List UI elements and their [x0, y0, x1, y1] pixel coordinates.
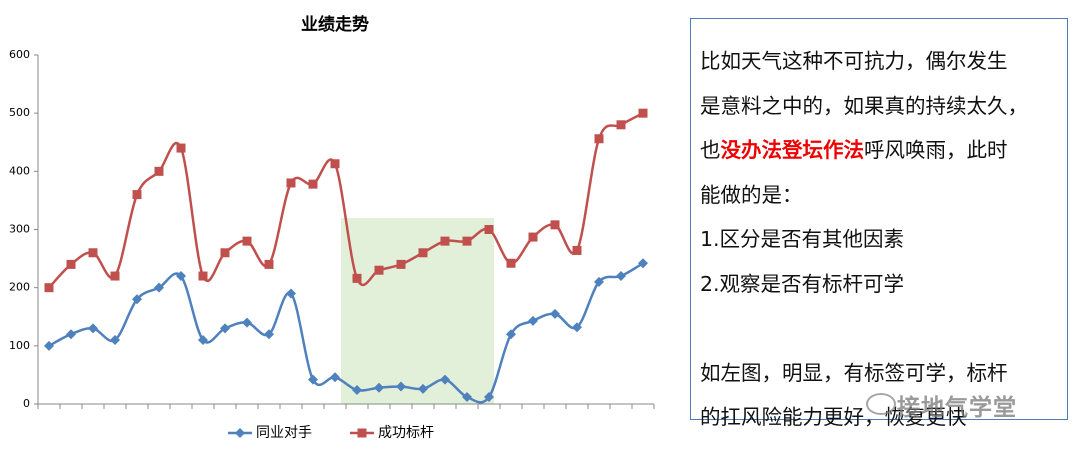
marker	[374, 382, 384, 393]
marker	[616, 120, 626, 130]
y-tick-label: 400	[9, 164, 30, 177]
marker	[286, 178, 296, 188]
series-line	[48, 262, 644, 404]
text: 比如天气这种不可抗力，偶尔发生	[700, 49, 1008, 73]
text-line: 也没办法登坛作法呼风唤雨，此时	[700, 128, 1067, 173]
marker	[550, 220, 560, 230]
marker	[528, 315, 538, 326]
marker	[220, 323, 230, 334]
marker	[572, 322, 582, 333]
y-tick-label: 300	[9, 223, 30, 236]
y-tick-label: 100	[9, 339, 30, 352]
y-tick-label: 200	[9, 281, 30, 294]
highlight-region	[341, 218, 494, 404]
marker	[242, 317, 252, 328]
marker	[44, 340, 54, 351]
text-line: 能做的是：	[700, 173, 1067, 218]
text: 呼风唤雨，此时	[864, 138, 1008, 162]
marker	[396, 259, 406, 269]
marker	[352, 273, 362, 283]
marker	[110, 335, 120, 346]
text-line: 的扛风险能力更好，恢复更快	[700, 395, 1067, 440]
marker	[550, 308, 560, 319]
marker	[154, 282, 164, 293]
text: 2.观察是否有标杆可学	[700, 271, 905, 296]
marker	[506, 329, 516, 340]
emphasis-text: 没办法登坛作法	[720, 138, 865, 162]
text-line: 比如天气这种不可抗力，偶尔发生	[700, 39, 1067, 84]
marker	[418, 248, 428, 258]
text: 的扛风险能力更好，恢复更快	[700, 405, 967, 429]
marker	[462, 392, 472, 403]
y-tick-label: 500	[9, 106, 30, 119]
text: 1.区分是否有其他因素	[700, 227, 905, 251]
marker	[330, 159, 340, 169]
marker	[528, 232, 538, 242]
watermark-icon	[866, 393, 896, 415]
marker	[440, 236, 450, 246]
y-tick-label: 0	[23, 397, 30, 410]
marker	[616, 271, 626, 282]
marker	[88, 248, 98, 258]
text: 是意料之中的，如果真的持续太久，	[700, 93, 1028, 118]
marker	[132, 294, 142, 305]
marker	[506, 258, 516, 268]
legend-label: 同业对手	[256, 425, 312, 441]
marker	[176, 143, 186, 153]
text-line	[700, 306, 1067, 351]
marker	[396, 381, 406, 392]
marker	[484, 225, 494, 234]
marker	[132, 190, 142, 200]
marker	[176, 271, 186, 282]
marker	[484, 392, 494, 403]
text: 也	[700, 138, 721, 162]
marker	[594, 134, 604, 144]
marker	[264, 329, 274, 340]
text-box: 比如天气这种不可抗力，偶尔发生 是意料之中的，如果真的持续太久， 也没办法登坛作法呼…	[690, 18, 1068, 429]
marker	[235, 428, 245, 438]
marker	[594, 276, 604, 287]
series-line	[48, 112, 644, 289]
text-line: 2.观察是否有标杆可学	[700, 262, 1067, 307]
text-line: 是意料之中的，如果真的持续太久，	[700, 84, 1067, 129]
legend-label: 成功标杆	[378, 425, 434, 441]
text-line: 如左图，明显，有标签可学，标杆	[700, 351, 1067, 396]
marker	[638, 108, 648, 118]
marker	[308, 374, 318, 385]
marker	[198, 335, 208, 346]
text: 能做的是：	[700, 182, 803, 207]
marker	[88, 323, 98, 334]
marker	[462, 236, 472, 246]
marker	[286, 288, 296, 299]
marker	[44, 283, 54, 293]
marker	[357, 428, 367, 438]
marker	[374, 265, 384, 275]
marker	[352, 385, 362, 396]
marker	[330, 372, 340, 383]
text: 如左图，明显，有标签可学，标杆	[700, 360, 1008, 385]
marker	[110, 271, 120, 281]
marker	[242, 236, 252, 246]
marker	[308, 179, 318, 189]
marker	[440, 374, 450, 385]
watermark: 接地气学堂	[897, 395, 1017, 421]
chart: 业绩走势 0 100 200 300 400 500 600 同业对手 成功标杆	[9, 14, 655, 441]
chart-title: 业绩走势	[301, 14, 369, 35]
marker	[220, 248, 230, 258]
marker	[198, 271, 208, 281]
marker	[418, 383, 428, 394]
marker	[66, 259, 76, 269]
marker	[638, 258, 648, 269]
marker	[264, 259, 274, 269]
marker	[66, 329, 76, 340]
marker	[154, 166, 164, 176]
text-line: 1.区分是否有其他因素	[700, 217, 1067, 262]
y-tick-label: 600	[9, 48, 30, 61]
marker	[572, 245, 582, 255]
